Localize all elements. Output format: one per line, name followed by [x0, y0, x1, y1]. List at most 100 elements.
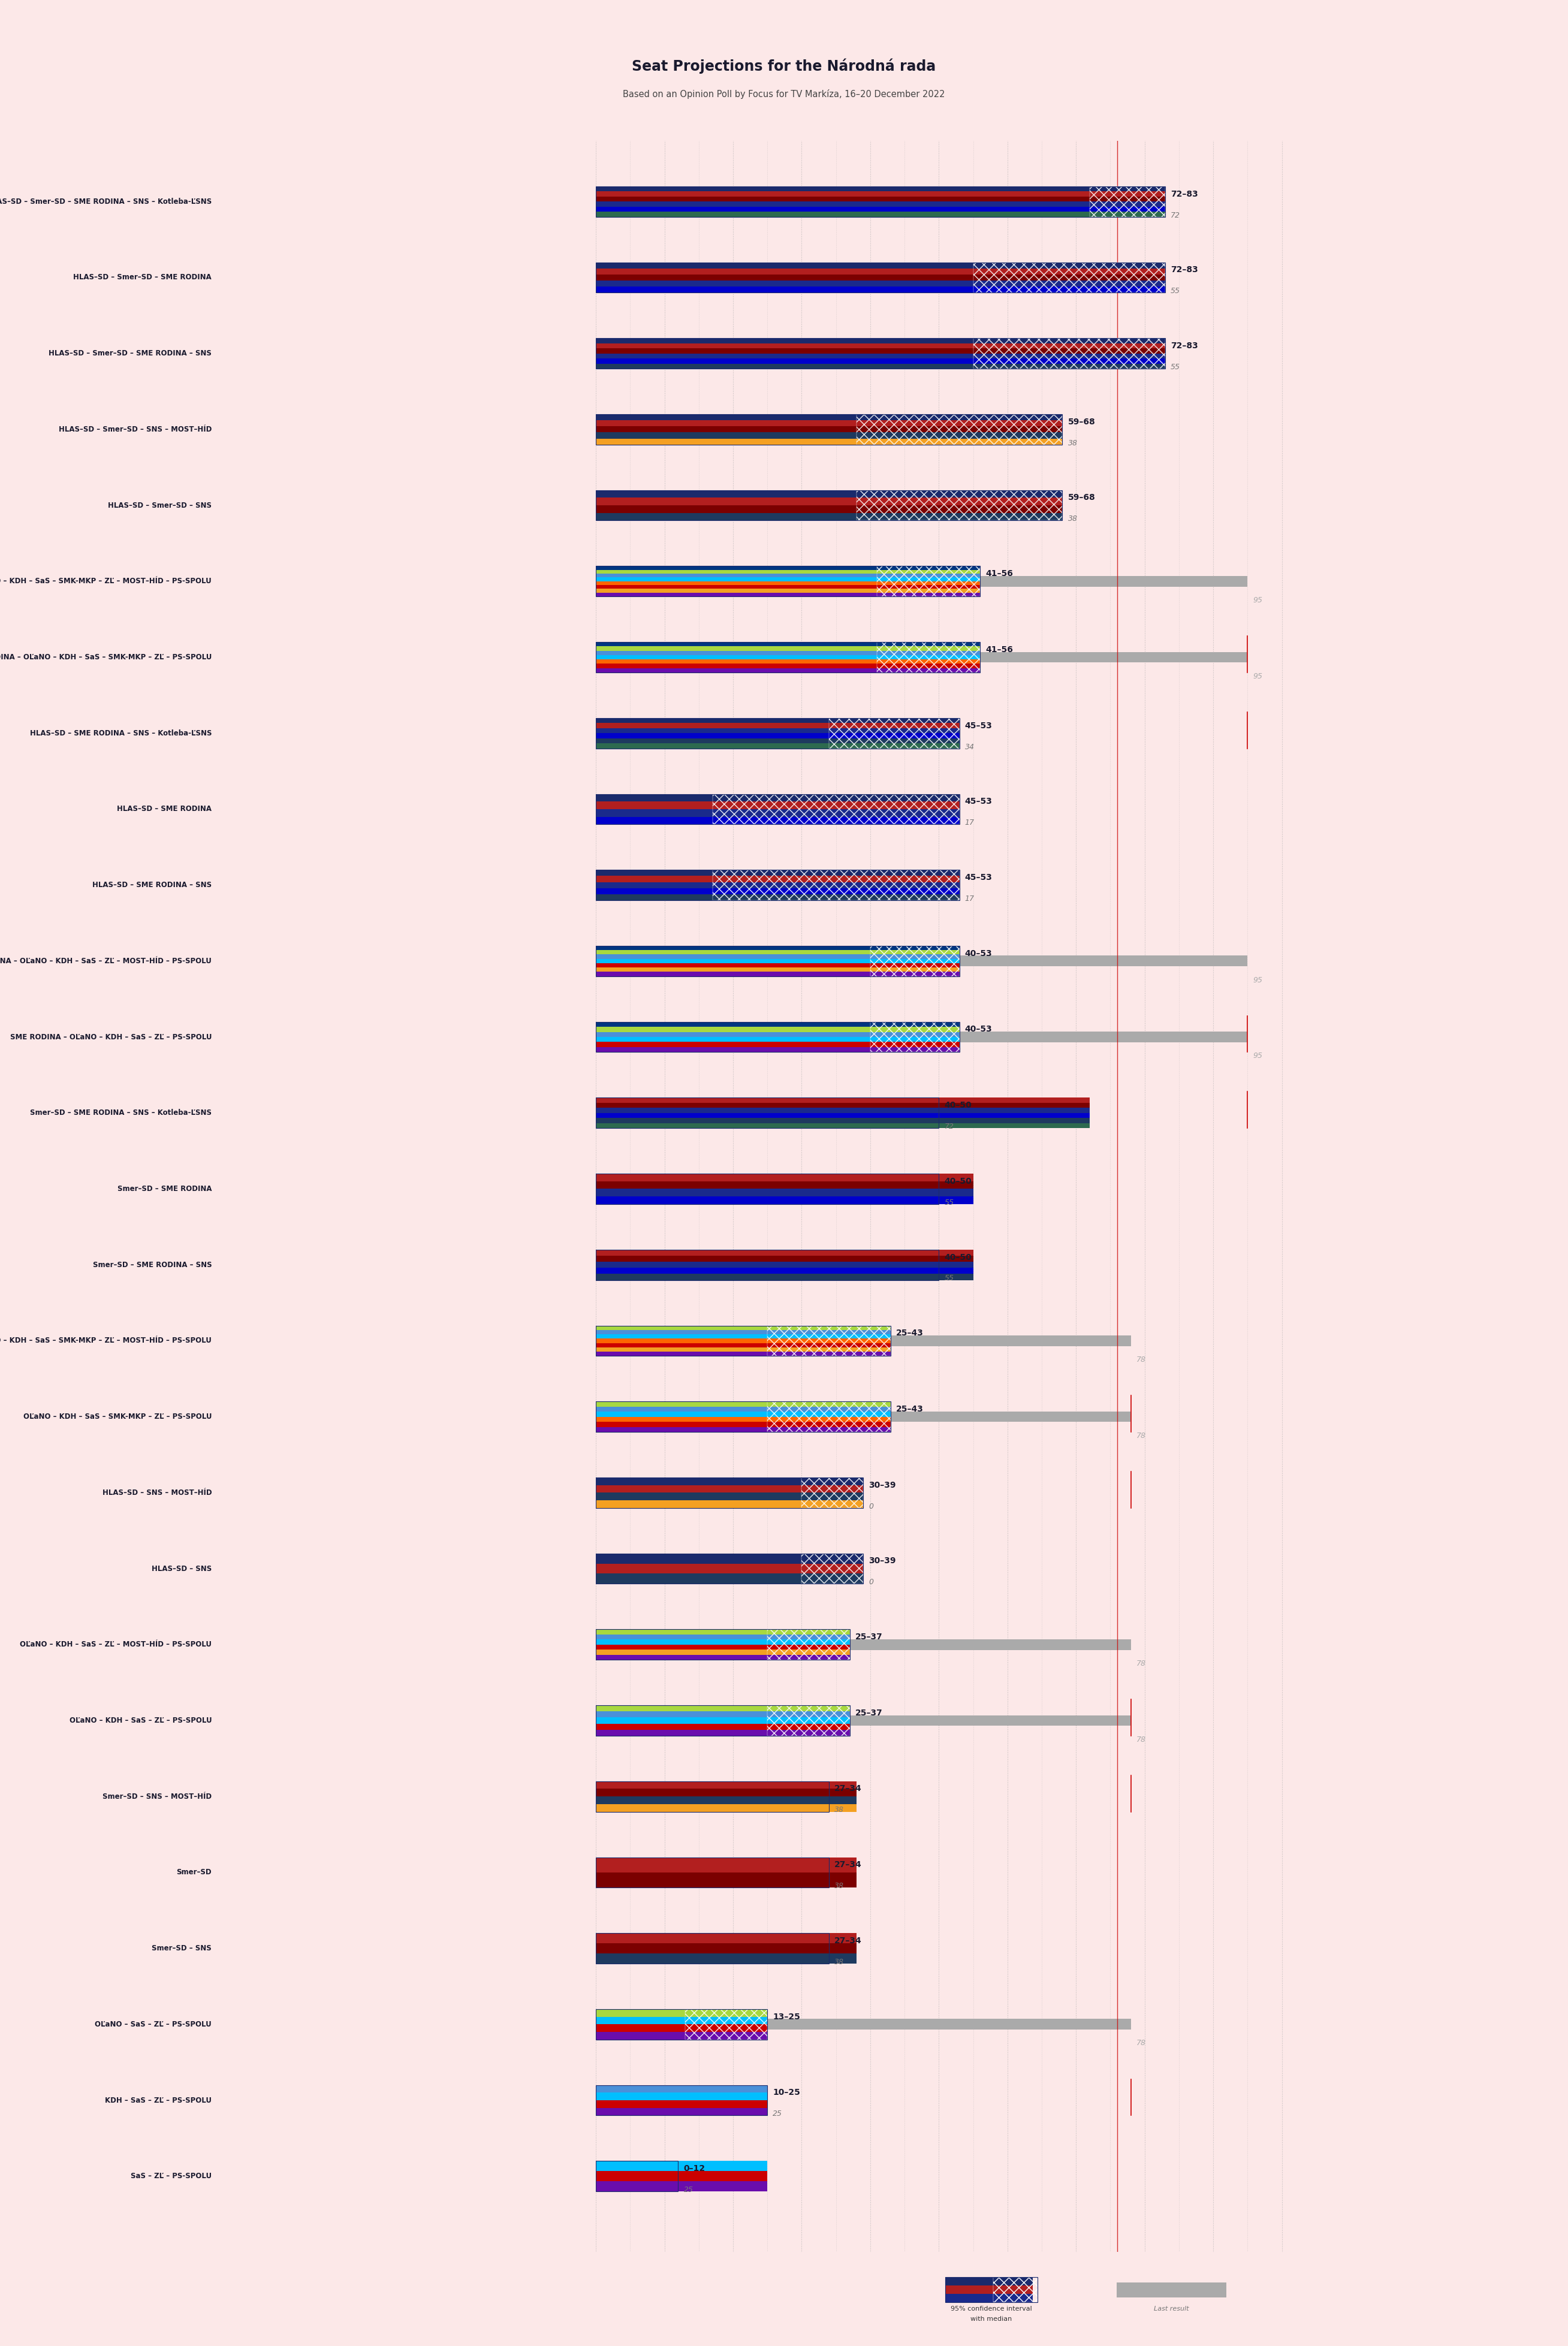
- Bar: [870, 1260, 939, 1269]
- Bar: [596, 1630, 850, 1659]
- Bar: [856, 427, 1063, 432]
- Bar: [856, 497, 1063, 504]
- Bar: [870, 945, 960, 976]
- Text: 25–43: 25–43: [897, 1405, 924, 1412]
- Bar: [685, 2025, 767, 2032]
- Bar: [801, 1478, 864, 1485]
- Bar: [767, 1408, 891, 1412]
- Bar: [767, 1401, 891, 1408]
- Text: 38: 38: [1068, 439, 1077, 448]
- Bar: [856, 420, 1063, 427]
- Bar: [870, 1037, 960, 1042]
- Bar: [596, 1790, 856, 1797]
- Bar: [974, 354, 1165, 359]
- Text: Seat Projections for the Národná rada: Seat Projections for the Národná rada: [632, 59, 936, 75]
- Bar: [596, 1412, 1131, 1422]
- Bar: [596, 1858, 856, 1872]
- Bar: [596, 882, 712, 889]
- Bar: [596, 1262, 974, 1267]
- Bar: [596, 1325, 891, 1356]
- Bar: [596, 955, 1248, 967]
- Bar: [596, 2182, 767, 2191]
- Bar: [870, 1023, 960, 1051]
- Bar: [596, 875, 712, 882]
- Bar: [596, 950, 870, 955]
- Text: 95: 95: [1253, 596, 1262, 605]
- Text: with median: with median: [971, 2316, 1011, 2323]
- Bar: [596, 955, 870, 960]
- Text: KDH – SaS – ZĽ – PS-SPOLU: KDH – SaS – ZĽ – PS-SPOLU: [105, 2097, 212, 2104]
- Bar: [877, 565, 980, 570]
- Bar: [767, 1630, 850, 1659]
- Bar: [596, 1182, 974, 1189]
- Bar: [596, 1872, 856, 1889]
- Bar: [596, 967, 870, 971]
- Bar: [596, 1649, 767, 1654]
- Bar: [801, 1499, 864, 1508]
- Bar: [596, 2107, 767, 2116]
- Bar: [596, 650, 877, 655]
- Bar: [712, 889, 960, 894]
- Text: 25: 25: [773, 2109, 782, 2118]
- Bar: [870, 1046, 960, 1051]
- Bar: [877, 589, 980, 594]
- Bar: [685, 2008, 767, 2039]
- Bar: [596, 1173, 939, 1203]
- Bar: [596, 338, 974, 343]
- Bar: [596, 652, 980, 662]
- Bar: [596, 185, 1090, 192]
- Text: 78: 78: [1137, 2039, 1146, 2048]
- Bar: [596, 1858, 829, 1889]
- Bar: [974, 359, 1165, 364]
- Bar: [767, 1330, 891, 1335]
- Bar: [829, 723, 960, 727]
- Bar: [596, 565, 877, 570]
- Bar: [596, 1412, 767, 1417]
- Bar: [596, 432, 856, 439]
- Bar: [596, 2170, 767, 2182]
- Bar: [877, 584, 980, 589]
- Bar: [596, 1408, 767, 1412]
- Bar: [596, 1553, 801, 1562]
- Bar: [685, 2008, 767, 2039]
- Bar: [596, 420, 856, 427]
- Bar: [767, 1724, 850, 1729]
- Bar: [829, 718, 960, 723]
- Bar: [856, 415, 1063, 420]
- Text: 30–39: 30–39: [869, 1558, 897, 1565]
- Text: 27–34: 27–34: [834, 1935, 862, 1945]
- Bar: [712, 882, 960, 889]
- Text: Smer–SD – SME RODINA: Smer–SD – SME RODINA: [118, 1185, 212, 1192]
- Bar: [596, 1098, 939, 1128]
- Text: 72–83: 72–83: [1171, 343, 1198, 350]
- Bar: [596, 870, 712, 875]
- Bar: [596, 2020, 1131, 2029]
- Bar: [877, 594, 980, 596]
- Bar: [596, 364, 974, 368]
- Bar: [596, 1422, 767, 1426]
- Bar: [596, 1574, 801, 1584]
- Text: 40–50: 40–50: [944, 1253, 972, 1262]
- Text: OĽaNO – KDH – SaS – ZĽ – PS-SPOLU: OĽaNO – KDH – SaS – ZĽ – PS-SPOLU: [69, 1717, 212, 1724]
- Bar: [596, 347, 974, 354]
- Bar: [974, 338, 1165, 368]
- Bar: [596, 718, 829, 723]
- Bar: [596, 1654, 767, 1659]
- Text: 59–68: 59–68: [1068, 493, 1094, 502]
- Text: 95% confidence interval: 95% confidence interval: [950, 2306, 1032, 2311]
- Bar: [596, 744, 829, 748]
- Bar: [596, 643, 980, 673]
- Text: HLAS–SD – Smer–SD – SME RODINA: HLAS–SD – Smer–SD – SME RODINA: [74, 274, 212, 282]
- Bar: [596, 427, 856, 432]
- Text: 38: 38: [834, 1806, 844, 1813]
- Bar: [596, 957, 960, 967]
- Bar: [877, 659, 980, 664]
- Bar: [596, 514, 856, 521]
- Bar: [596, 206, 1090, 211]
- Bar: [596, 1189, 974, 1196]
- Bar: [596, 2008, 685, 2018]
- Bar: [596, 267, 974, 274]
- Bar: [596, 1267, 974, 1274]
- Bar: [801, 1478, 864, 1508]
- Bar: [596, 359, 974, 364]
